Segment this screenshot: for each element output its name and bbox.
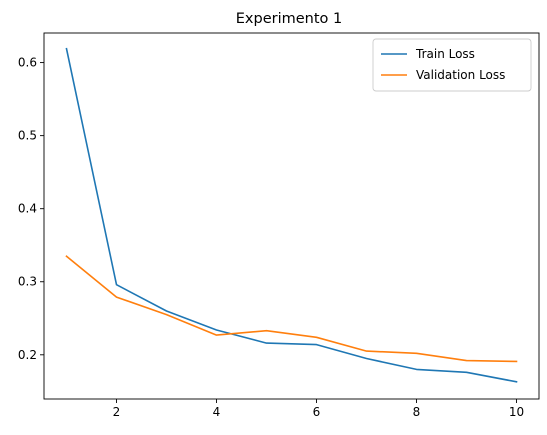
y-tick-label: 0.5 <box>18 129 37 143</box>
legend-label: Train Loss <box>415 47 475 61</box>
legend-box <box>372 38 532 92</box>
y-tick-label: 0.3 <box>18 275 37 289</box>
x-tick-label: 2 <box>113 405 121 419</box>
x-tick-label: 8 <box>413 405 421 419</box>
series-line-validation-loss <box>65 255 518 363</box>
x-axis: 2 4 6 8 10 <box>113 399 524 419</box>
series-layer <box>65 47 518 383</box>
x-tick-label: 6 <box>313 405 321 419</box>
x-tick-label: 4 <box>213 405 221 419</box>
x-tick-label: 10 <box>509 405 524 419</box>
legend: Train Loss Validation Loss <box>372 38 532 92</box>
chart-title: Experimento 1 <box>236 11 342 27</box>
plot-area-frame <box>43 32 540 400</box>
series-line-train-loss <box>65 47 518 383</box>
y-tick-label: 0.6 <box>18 56 37 70</box>
y-tick-label: 0.4 <box>18 202 37 216</box>
y-axis: 0.2 0.3 0.4 0.5 0.6 <box>18 56 44 362</box>
y-tick-label: 0.2 <box>18 348 37 362</box>
legend-label: Validation Loss <box>416 68 505 82</box>
